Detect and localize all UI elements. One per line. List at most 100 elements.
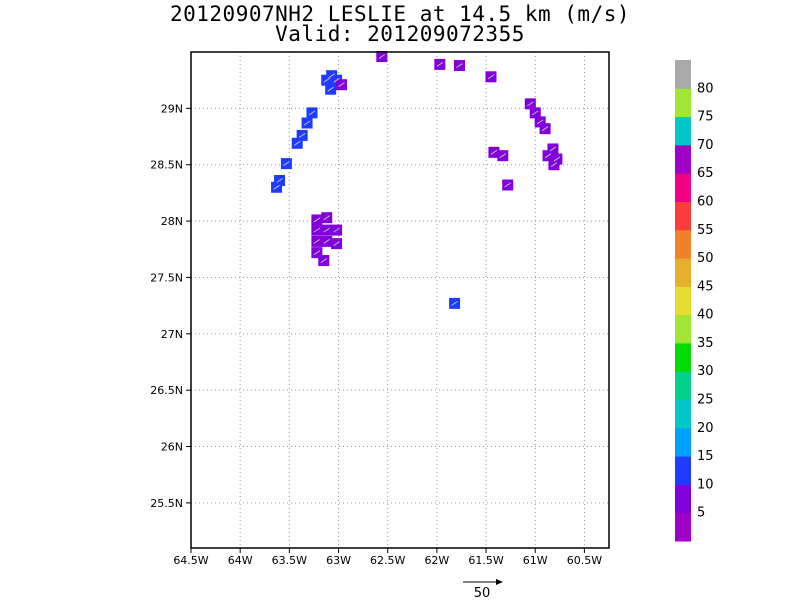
y-tick-label: 26.5N (150, 384, 183, 397)
wind-vector (323, 77, 331, 83)
vector-scale-label: 50 (474, 586, 491, 600)
wind-vector (313, 217, 321, 223)
wind-vector (323, 215, 331, 221)
wind-vector (327, 86, 334, 92)
wind-vector (338, 82, 345, 88)
chart-subtitle: Valid: 201209072355 (275, 22, 525, 46)
vector-scale-arrowhead (496, 579, 503, 585)
colorbar-segment (675, 512, 691, 542)
wind-vector (276, 178, 283, 183)
wind-vector (544, 153, 552, 159)
x-tick-label: 62W (424, 554, 449, 567)
colorbar-label: 70 (697, 138, 714, 153)
wind-vector (451, 300, 458, 306)
colorbar-label: 10 (697, 477, 714, 492)
data-cells (271, 51, 563, 309)
colorbar-segment (675, 314, 691, 344)
colorbar-label: 30 (697, 364, 714, 379)
colorbar-label: 75 (697, 110, 714, 125)
wind-vector (313, 250, 321, 256)
wind-vector (313, 238, 321, 244)
x-tick-label: 60.5W (567, 554, 602, 567)
wind-vector (333, 241, 340, 247)
colorbar-segment (675, 88, 691, 118)
wind-vector (541, 126, 549, 132)
x-tick-label: 61.5W (468, 554, 503, 567)
colorbar-segment (675, 286, 691, 316)
x-tick-label: 63.5W (272, 554, 307, 567)
x-tick-label: 64.5W (173, 554, 208, 567)
y-tick-label: 27N (161, 328, 183, 341)
wind-vector (504, 182, 511, 188)
x-tick-label: 61W (523, 554, 548, 567)
x-tick-label: 64W (228, 554, 253, 567)
colorbar-label: 45 (697, 279, 714, 294)
wind-vector (527, 101, 534, 107)
wind-vector (298, 133, 306, 138)
wind-vector (536, 119, 544, 125)
colorbar-label: 50 (697, 251, 714, 266)
colorbar-segment (675, 229, 691, 259)
wind-vector (273, 184, 280, 190)
wind-vector (303, 120, 311, 126)
wind-vector (553, 156, 561, 162)
x-axis-ticks: 64.5W 64W 63.5W 63W 62.5W 62W 61.5W 61W 60.5W (173, 548, 602, 567)
y-tick-label: 29N (161, 102, 183, 115)
chart-title: 20120907NH2 LESLIE at 14.5 km (m/s) (169, 2, 630, 26)
wind-vector (320, 258, 328, 263)
colorbar-segment (675, 116, 691, 146)
y-tick-label: 27.5N (150, 271, 183, 284)
wind-vector (456, 63, 463, 68)
wind-vector (378, 54, 386, 59)
colorbar-segment (675, 427, 691, 457)
x-tick-label: 63W (326, 554, 351, 567)
y-axis-ticks: 25.5N 26N 26.5N 27N 27.5N 28N 28.5N 29N (150, 102, 191, 510)
wind-vector (283, 161, 290, 167)
colorbar-segment (675, 484, 691, 514)
plot-frame (190, 51, 610, 549)
colorbar-label: 20 (697, 421, 714, 436)
colorbar-label: 5 (697, 506, 705, 521)
colorbar-segment (675, 371, 691, 401)
wind-vector (333, 227, 340, 233)
y-tick-label: 26N (161, 441, 183, 454)
wind-vectors (273, 54, 561, 306)
colorbar-label: 65 (697, 166, 714, 181)
wind-vector (293, 140, 301, 146)
colorbar-segment (675, 173, 691, 202)
wind-vector (333, 77, 340, 83)
vector-scale: 50 (463, 579, 503, 600)
colorbar-segment (675, 201, 691, 231)
wind-vector (487, 74, 495, 80)
colorbar-label: 25 (697, 393, 714, 408)
wind-vector (490, 149, 498, 155)
colorbar-segment (675, 60, 691, 89)
colorbar-label: 55 (697, 223, 714, 238)
colorbar-label: 60 (697, 194, 714, 209)
wind-vector (499, 153, 507, 159)
wind-vector (323, 227, 331, 233)
wind-vector (323, 238, 331, 244)
y-tick-label: 25.5N (150, 497, 183, 510)
wind-vector (328, 73, 335, 79)
colorbar-segment (675, 456, 691, 485)
colorbar: 5 10 15 20 25 30 35 40 45 50 55 60 65 70 75 80 (675, 60, 714, 542)
wind-vector (531, 110, 539, 116)
wind-vector (308, 110, 316, 116)
y-tick-label: 28.5N (150, 159, 183, 172)
wind-vector (436, 61, 444, 67)
x-tick-label: 62.5W (370, 554, 405, 567)
colorbar-segment (675, 258, 691, 287)
y-tick-label: 28N (161, 215, 183, 228)
wind-vector (550, 162, 558, 168)
colorbar-segment (675, 342, 691, 372)
colorbar-label: 35 (697, 336, 714, 351)
wind-vector (313, 227, 321, 233)
colorbar-segment (675, 144, 691, 174)
colorbar-label: 15 (697, 449, 714, 464)
colorbar-label: 80 (697, 81, 714, 96)
colorbar-label: 40 (697, 308, 714, 323)
colorbar-segment (675, 399, 691, 429)
wind-vector (549, 146, 557, 152)
